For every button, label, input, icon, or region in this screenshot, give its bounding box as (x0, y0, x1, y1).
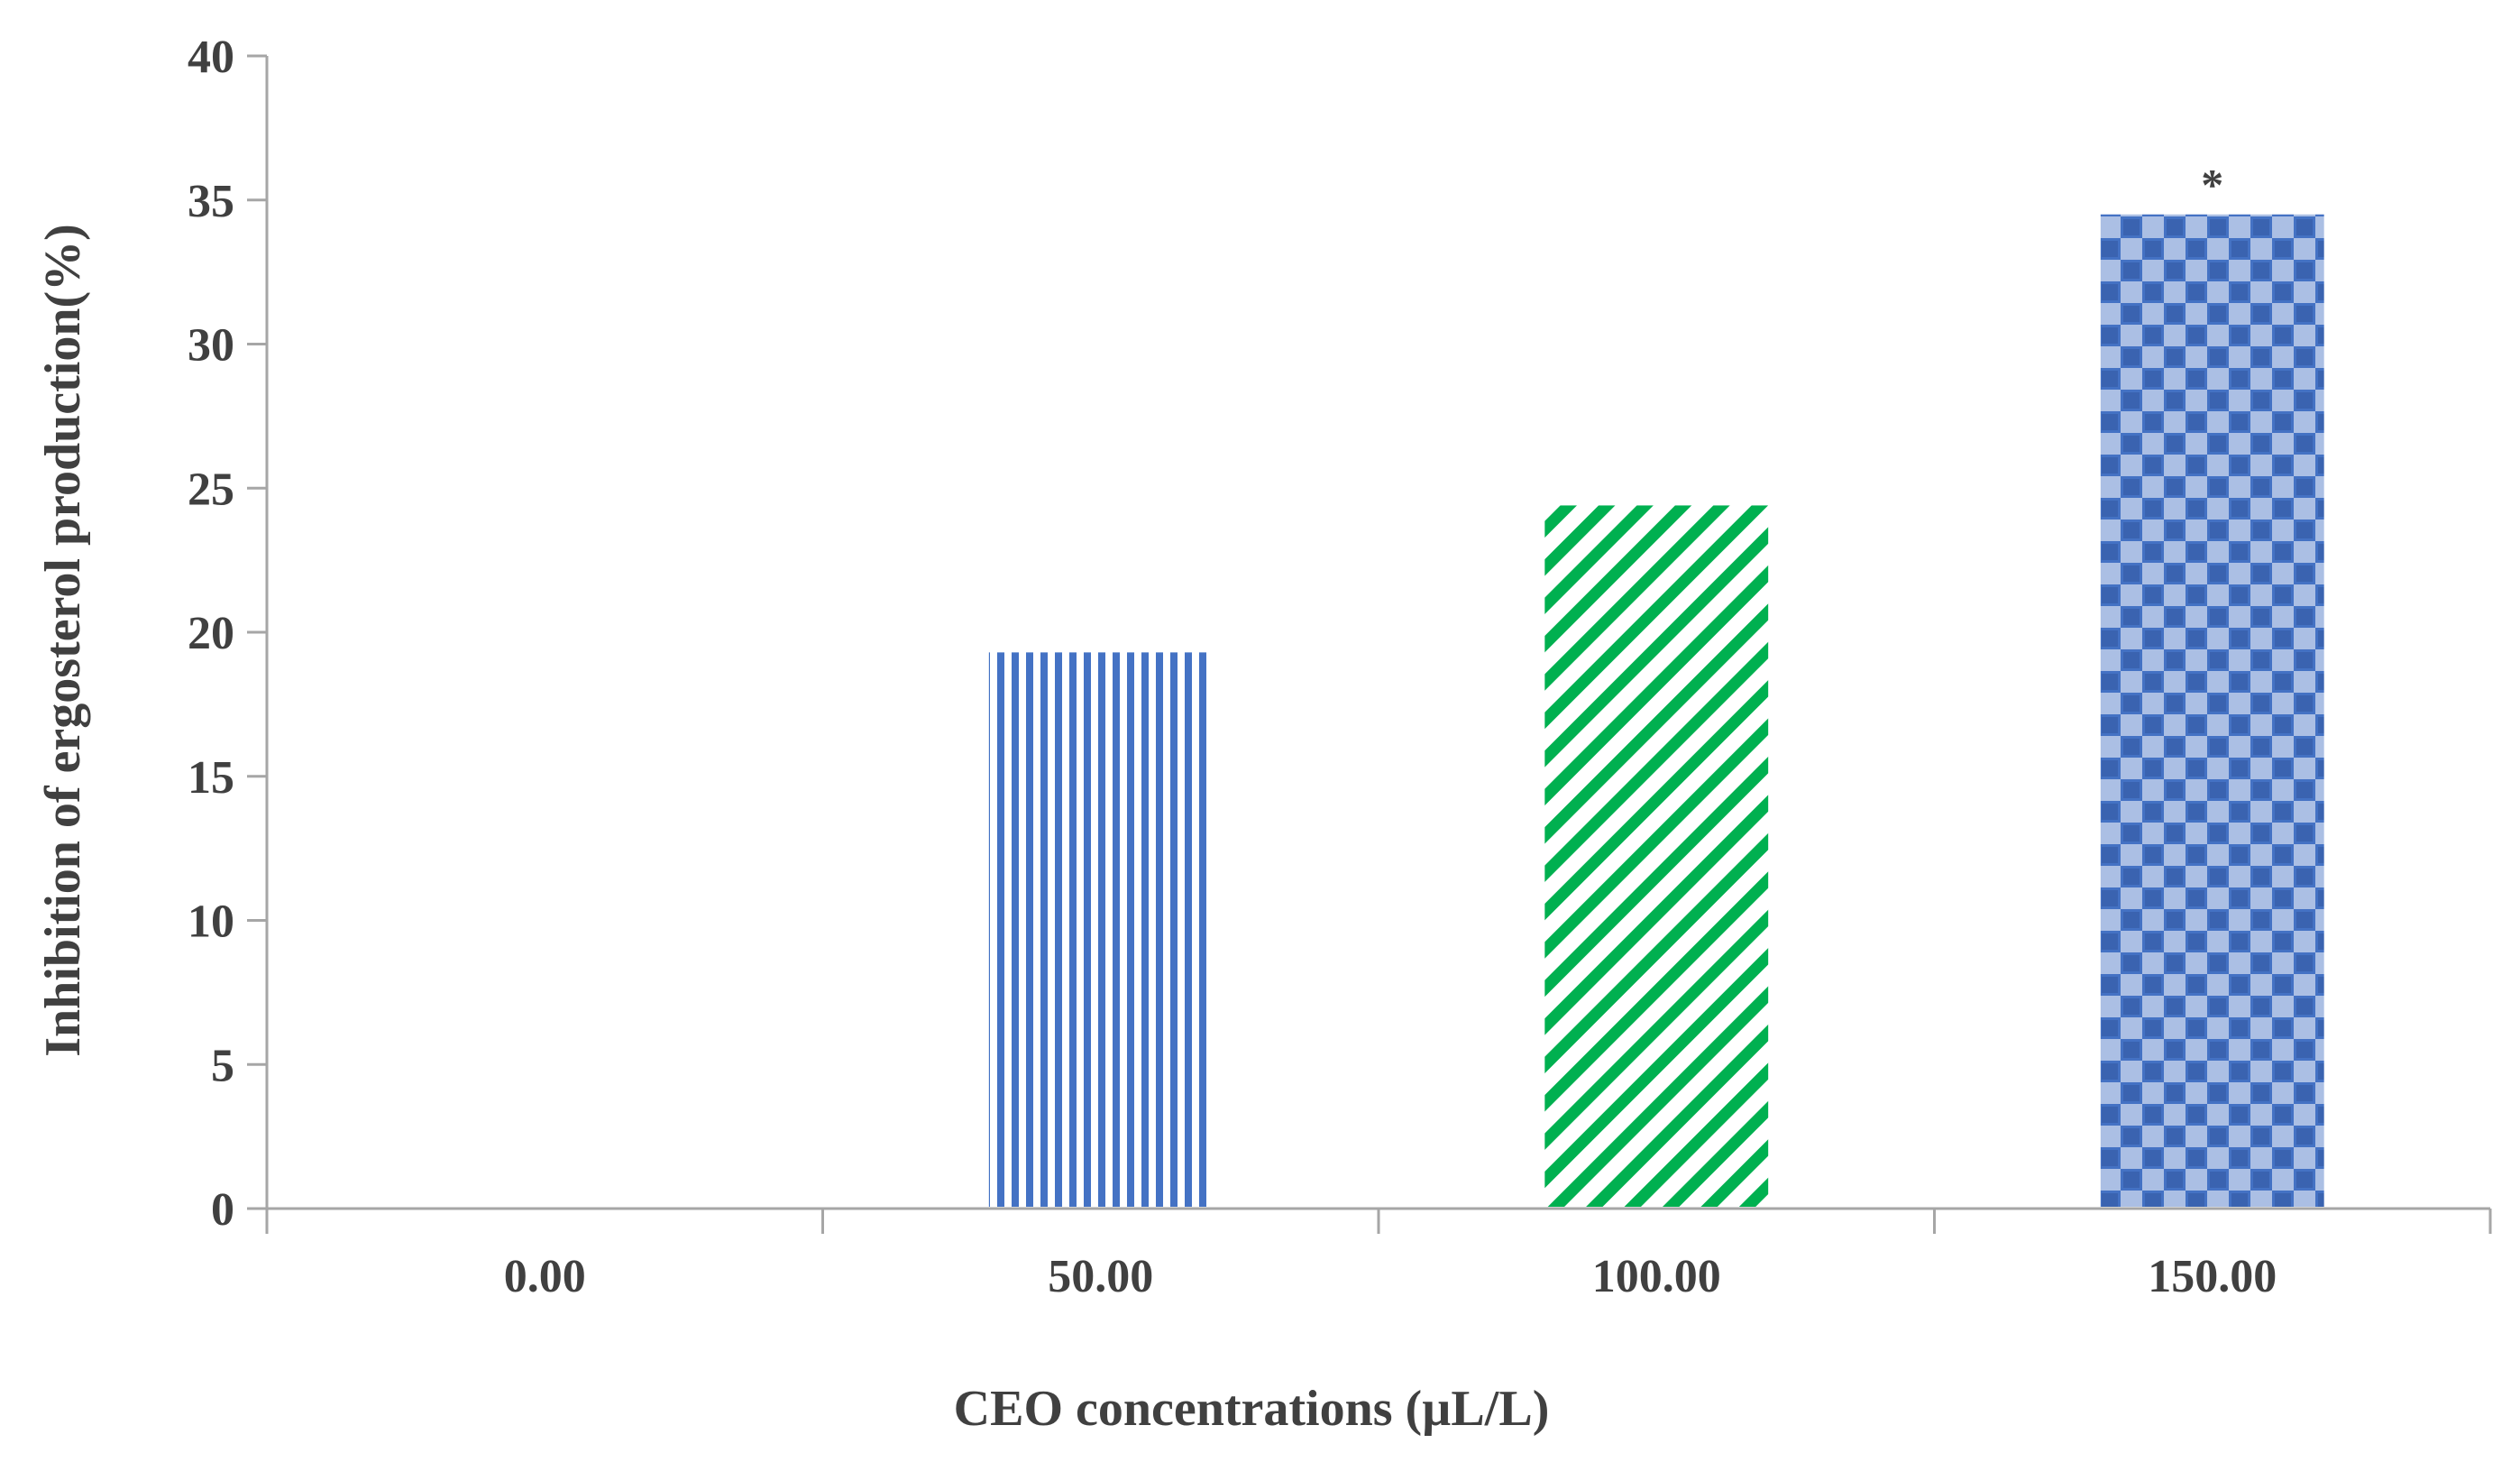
y-tick-label: 35 (188, 176, 234, 227)
y-axis-title: Inhibition of ergosterol production(%) (35, 224, 91, 1057)
x-tick-label: 150.00 (2148, 1251, 2277, 1302)
y-tick-label: 20 (188, 608, 234, 659)
x-tick-label: 50.00 (1048, 1251, 1153, 1302)
bar-150-00 (2100, 214, 2324, 1208)
y-tick-label: 0 (211, 1184, 234, 1236)
y-tick-label: 5 (211, 1040, 234, 1091)
bar-100-00 (1544, 505, 1769, 1207)
y-axis: 0 5 10 15 20 25 30 35 40 (188, 32, 269, 1236)
x-tick-label: 100.00 (1592, 1251, 1721, 1302)
y-tick-label: 30 (188, 320, 234, 372)
x-tick-label: 0.00 (504, 1251, 586, 1302)
x-axis-title: CEO concentrations (µL/L) (954, 1381, 1550, 1437)
annotations: * (2201, 160, 2223, 210)
significance-marker: * (2201, 160, 2223, 210)
bar-50-00 (988, 652, 1213, 1207)
y-tick-label: 10 (188, 897, 234, 948)
bars (988, 214, 2324, 1208)
y-tick-label: 15 (188, 752, 234, 804)
y-tick-label: 25 (188, 464, 234, 515)
x-axis: 0.00 50.00 100.00 150.00 (265, 1207, 2492, 1302)
y-tick-label: 40 (188, 32, 234, 83)
